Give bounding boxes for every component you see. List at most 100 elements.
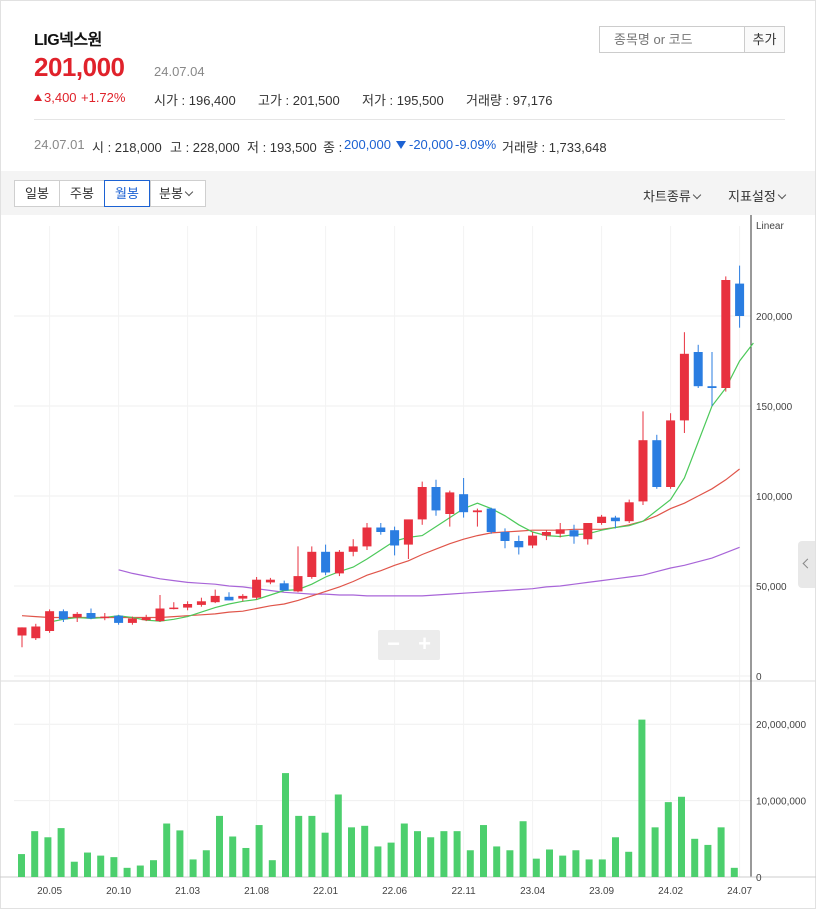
- volume-bar: [374, 846, 382, 877]
- volume-bar: [678, 796, 685, 877]
- volume-bar: [612, 837, 619, 877]
- zoom-out-button[interactable]: −: [387, 631, 400, 656]
- candle-body: [279, 583, 289, 591]
- candle-body: [376, 527, 386, 532]
- price-chart[interactable]: Linear 0 50,000 100,000 150,000 200,000 0 10,00…: [0, 215, 816, 909]
- candle-body: [196, 601, 206, 605]
- volume-bar: [308, 815, 316, 877]
- candle-body: [348, 546, 358, 552]
- candle-close-value: 200,000: [344, 137, 391, 152]
- volume-bar: [559, 855, 567, 877]
- candle-body: [486, 508, 496, 532]
- candle-body: [707, 386, 717, 388]
- tab-weekly[interactable]: 주봉: [59, 180, 105, 207]
- volume-bar: [255, 825, 263, 877]
- zoom-control: − +: [378, 630, 440, 660]
- candle-body: [307, 551, 317, 577]
- candle-body: [514, 541, 524, 548]
- candle-low: 저 : 193,500: [247, 140, 317, 155]
- x-tick-label: 20.10: [106, 886, 131, 897]
- candle-body: [472, 510, 482, 513]
- candle-open: 시 : 218,000: [92, 140, 162, 155]
- zoom-in-button[interactable]: +: [418, 631, 431, 656]
- candle-body: [238, 595, 248, 599]
- volume-bar: [97, 855, 105, 877]
- x-tick-label: 23.09: [589, 886, 614, 897]
- volume-tick-label: 20,000,000: [756, 720, 806, 731]
- candle-body: [390, 530, 400, 546]
- volume-bar: [282, 773, 289, 877]
- volume-bar: [664, 802, 672, 877]
- x-tick-label: 21.03: [175, 886, 200, 897]
- chart-type-dropdown[interactable]: 차트종류: [643, 186, 702, 205]
- volume-bar: [229, 836, 237, 877]
- ma-mid-line: [21, 468, 740, 619]
- x-tick-label: 23.04: [520, 886, 545, 897]
- candle-body: [114, 615, 124, 623]
- volume-bar: [18, 854, 25, 877]
- candle-body: [293, 576, 303, 592]
- ma-short-line: [49, 342, 754, 623]
- indicator-settings-dropdown[interactable]: 지표설정: [728, 186, 787, 205]
- volume-bar: [31, 831, 39, 877]
- price-tick-label: 50,000: [756, 582, 787, 593]
- volume-bar: [268, 860, 276, 877]
- side-panel-toggle[interactable]: [798, 541, 815, 588]
- volume-bar: [400, 823, 408, 877]
- candle-body: [334, 551, 344, 574]
- candle-body: [431, 487, 441, 511]
- candle-body: [141, 617, 151, 621]
- volume-bar: [176, 830, 184, 877]
- candle-date: 24.07.01: [34, 137, 85, 152]
- candle-body: [652, 440, 662, 487]
- x-tick-label: 22.11: [451, 886, 476, 897]
- candle-body: [528, 535, 538, 546]
- price-tick-label: 0: [756, 672, 762, 683]
- chevron-down-icon: [184, 187, 194, 197]
- candle-body: [693, 352, 703, 387]
- volume-bar: [334, 794, 342, 877]
- candle-body: [679, 353, 689, 421]
- volume-bar: [625, 851, 633, 877]
- tab-minute[interactable]: 분봉: [150, 180, 206, 207]
- candle-body: [721, 280, 731, 388]
- search-input[interactable]: [599, 26, 744, 53]
- volume-tick-label: 0: [756, 873, 762, 884]
- candle-body: [569, 530, 579, 537]
- add-button[interactable]: 추가: [744, 26, 785, 53]
- candle-body: [583, 523, 593, 540]
- up-triangle-icon: [34, 94, 42, 101]
- price-tick-label: 100,000: [756, 492, 793, 503]
- tab-monthly[interactable]: 월봉: [104, 180, 150, 207]
- volume-bar: [480, 825, 487, 877]
- candle-body: [252, 579, 262, 598]
- volume-bar: [321, 832, 329, 877]
- candle-body: [321, 551, 331, 573]
- candle-body: [224, 596, 234, 601]
- x-tick-label: 20.05: [37, 886, 62, 897]
- volume-bar: [691, 838, 699, 877]
- candle-change-percent: -9.09%: [455, 137, 497, 152]
- candle-body: [72, 613, 82, 618]
- stock-name[interactable]: LIG넥스원: [34, 32, 102, 49]
- volume-bar: [295, 815, 303, 877]
- candle-body: [597, 516, 607, 523]
- volume-bar: [242, 847, 250, 877]
- tab-daily[interactable]: 일봉: [14, 180, 60, 207]
- volume-bar: [598, 859, 606, 877]
- candle-body: [459, 494, 469, 513]
- volume-bar: [84, 852, 91, 877]
- volume-bar: [163, 823, 171, 877]
- chevron-down-icon: [777, 190, 787, 200]
- current-price: 201,000: [34, 52, 125, 82]
- volume-bar: [361, 825, 369, 877]
- candle-body: [210, 595, 220, 603]
- volume-bar: [440, 831, 448, 877]
- volume-bar: [730, 867, 738, 877]
- candle-body: [155, 608, 165, 622]
- volume-tick-label: 10,000,000: [756, 797, 806, 808]
- candle-body: [541, 532, 551, 536]
- volume-bar: [136, 865, 144, 877]
- candle-body: [58, 611, 68, 620]
- candle-body: [169, 607, 179, 610]
